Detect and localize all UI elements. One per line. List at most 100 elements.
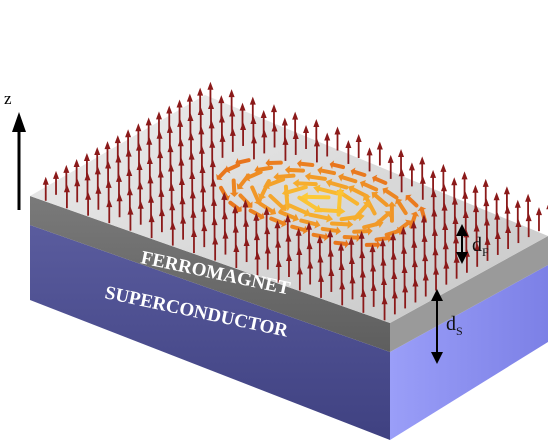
arrow-spin-icon (219, 133, 226, 158)
arrow-spin-icon (345, 139, 352, 164)
skyrmion-arrow-icon (329, 160, 346, 170)
arrow-spin-icon (275, 258, 282, 283)
arrow-spin-icon (494, 230, 501, 255)
arrow-spin-icon (525, 213, 532, 238)
skyrmion-arrow-icon (352, 226, 373, 236)
skyrmion-arrow-icon (339, 212, 365, 222)
skyrmion-arrow-icon (350, 167, 367, 177)
arrow-spin-icon (360, 288, 367, 313)
arrow-spin-icon (137, 200, 144, 225)
arrow-spin-icon (334, 126, 341, 151)
ferromagnet-thickness-subscript: F (482, 245, 489, 259)
arrow-spin-icon (412, 278, 419, 303)
arrow-spin-icon (296, 266, 303, 291)
skyrmion-arrow-icon (216, 167, 229, 181)
z-axis-label: z (4, 89, 12, 108)
arrow-spin-icon (328, 267, 335, 292)
arrow-spin-icon (233, 244, 240, 268)
ferromagnet-front-face (30, 196, 390, 352)
arrow-spin-icon (222, 230, 229, 255)
skyrmion-arrow-icon (338, 173, 358, 184)
arrow-spin-icon (349, 275, 356, 300)
arrow-spin-icon (158, 208, 165, 233)
skyrmion-arrow-icon (311, 232, 329, 242)
skyrmion-arrow-icon (269, 216, 287, 228)
arrow-spin-icon (493, 192, 500, 217)
arrow-spin-icon (148, 214, 155, 239)
arrow-spin-icon (282, 136, 289, 161)
skyrmion-arrow-icon (265, 158, 283, 168)
arrow-spin-icon (74, 178, 81, 203)
arrow-spin-icon (505, 225, 512, 249)
skyrmion-arrow-icon (325, 178, 349, 190)
arrow-spin-icon (461, 171, 468, 196)
arrow-spin-icon (408, 162, 415, 187)
arrow-spin-icon (285, 253, 292, 277)
arrow-spin-icon (370, 282, 377, 307)
skyrmion-arrow-icon (308, 212, 334, 223)
skyrmion-arrow-icon (258, 201, 277, 216)
arrow-spin-icon (169, 221, 176, 246)
arrow-spin-icon (391, 290, 398, 315)
superconductor-thickness-subscript: S (456, 324, 463, 338)
arrow-spin-icon (313, 138, 320, 163)
superconductor-right-face (390, 265, 548, 440)
z-axis: z (4, 89, 26, 210)
arrow-spin-icon (503, 186, 510, 211)
arrow-spin-icon (440, 163, 447, 188)
skyrmion-arrow-icon (296, 159, 315, 169)
superconductor-thickness-symbol: d (446, 313, 456, 335)
arrow-spin-icon (95, 185, 102, 210)
arrow-spin-icon (419, 156, 426, 181)
arrow-spin-icon (63, 184, 70, 209)
arrow-spin-icon (318, 273, 325, 298)
skyrmion-arrow-icon (364, 240, 381, 250)
arrow-spin-icon (472, 184, 479, 209)
skyrmion-arrow-icon (320, 226, 342, 236)
skyrmion-arrow-icon (257, 179, 271, 201)
arrow-spin-icon (212, 236, 219, 261)
skyrmion-arrow-icon (304, 172, 327, 182)
skyrmion-arrow-icon (292, 178, 318, 188)
spin-texture (42, 81, 548, 321)
skyrmion-arrow-icon (371, 192, 389, 207)
skyrmion-arrow-icon (284, 165, 306, 175)
arrow-spin-icon (190, 229, 197, 254)
skyrmion-arrow-icon (394, 198, 408, 216)
superconductor-front-face (30, 225, 390, 440)
arrow-spin-icon (387, 154, 394, 179)
arrow-spin-icon (339, 281, 346, 306)
skyrmion-arrow-icon (409, 211, 420, 229)
skyrmion-arrow-icon (290, 224, 309, 235)
arrow-spin-icon (514, 199, 521, 224)
skyrmion-arrow-icon (384, 226, 403, 237)
skyrmion-arrow-icon (342, 233, 361, 243)
arrow-spin-icon (307, 260, 314, 285)
arrow-spin-icon (402, 284, 409, 309)
skyrmion-arrow-icon (362, 219, 384, 230)
arrow-spin-icon (127, 206, 134, 231)
arrow-spin-icon (243, 238, 250, 263)
arrow-spin-icon (116, 193, 123, 218)
arrow-spin-icon (515, 219, 522, 244)
arrow-spin-icon (240, 121, 247, 146)
arrow-spin-icon (250, 135, 257, 160)
arrow-spin-icon (525, 193, 532, 218)
skyrmion-arrow-icon (359, 179, 379, 192)
arrow-spin-icon (355, 134, 362, 158)
skyrmion-arrow-icon (374, 233, 392, 243)
skyrmion-arrow-icon (299, 218, 321, 229)
arrow-spin-icon (398, 168, 405, 193)
arrow-spin-icon (422, 272, 429, 297)
arrow-spin-icon (443, 260, 450, 285)
skyrmion-arrow-icon (317, 166, 337, 176)
arrow-spin-icon (484, 236, 491, 261)
ferromagnet-thickness-symbol: d (472, 234, 482, 256)
skyrmion-arrow-icon (300, 192, 331, 202)
ferromagnet-right-face (390, 236, 548, 352)
arrow-spin-icon (535, 207, 542, 232)
skyrmion-arrow-icon (273, 172, 296, 182)
superconductor-thickness-marker: dS (431, 289, 463, 364)
arrow-spin-icon (433, 266, 440, 291)
